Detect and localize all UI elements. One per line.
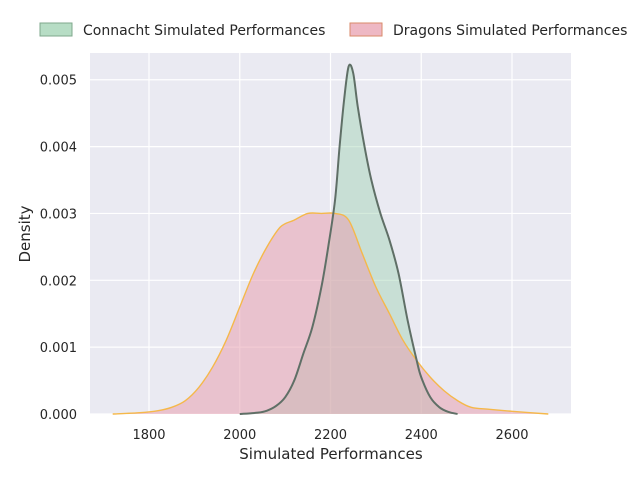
legend-swatch-dragons [349,22,383,37]
y-tick-label: 0.001 [40,341,77,356]
y-tick-label: 0.005 [40,74,77,89]
x-axis-label: Simulated Performances [239,445,423,463]
x-tick-label: 1800 [132,428,165,443]
x-tick-label: 2200 [314,428,347,443]
density-line-dragons [112,212,549,415]
area-fill-dragons [112,212,549,414]
y-axis-label: Density [16,205,34,262]
series-group [112,63,549,415]
ticks: 1800 2000 2200 2400 2600 0.000 0.001 0.002 0.003… [40,74,529,443]
y-tick-label: 0.000 [40,408,77,423]
density-line-connacht [239,63,458,415]
legend-swatch-connacht [39,22,73,37]
legend-label-dragons: Dragons Simulated Performances [393,23,627,39]
y-tick-label: 0.004 [40,141,77,156]
x-tick-label: 2000 [223,428,256,443]
y-tick-label: 0.002 [40,274,77,289]
x-tick-label: 2400 [405,428,438,443]
legend: Connacht Simulated Performances Dragons … [39,22,627,39]
x-tick-label: 2600 [495,428,528,443]
y-tick-label: 0.003 [40,207,77,222]
legend-label-connacht: Connacht Simulated Performances [83,23,325,39]
